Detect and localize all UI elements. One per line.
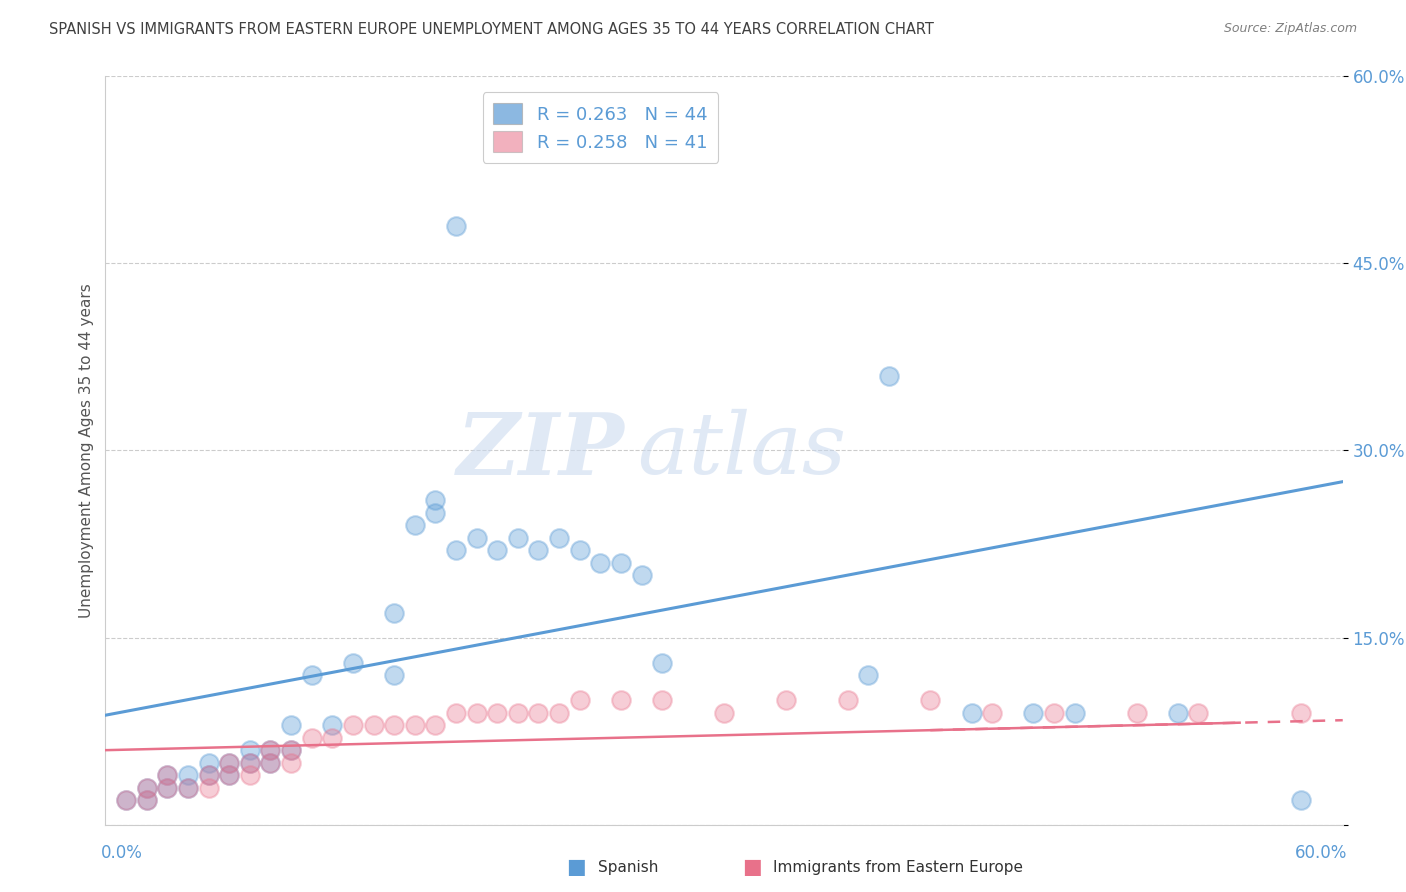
Point <box>259 756 281 770</box>
Point <box>506 706 529 720</box>
Point <box>156 768 179 782</box>
Point <box>197 780 219 795</box>
Point <box>651 656 673 670</box>
Point <box>239 743 262 757</box>
Point <box>382 668 405 682</box>
Point <box>218 756 240 770</box>
Text: Immigrants from Eastern Europe: Immigrants from Eastern Europe <box>773 860 1024 874</box>
Point <box>425 718 447 732</box>
Point <box>713 706 735 720</box>
Point <box>589 556 612 570</box>
Point <box>486 706 509 720</box>
Point <box>404 518 426 533</box>
Point <box>177 780 200 795</box>
Point <box>486 543 509 558</box>
Point <box>425 506 447 520</box>
Point <box>444 543 467 558</box>
Point <box>877 368 900 383</box>
Point <box>342 656 364 670</box>
Text: 0.0%: 0.0% <box>101 844 143 862</box>
Point <box>444 706 467 720</box>
Point <box>280 718 302 732</box>
Point <box>527 706 550 720</box>
Point <box>280 743 302 757</box>
Point <box>321 718 343 732</box>
Point <box>197 768 219 782</box>
Point <box>135 780 157 795</box>
Point <box>506 531 529 545</box>
Text: 60.0%: 60.0% <box>1295 844 1347 862</box>
Point <box>1187 706 1209 720</box>
Point <box>1022 706 1045 720</box>
Point <box>115 793 138 807</box>
Point <box>960 706 983 720</box>
Point <box>1291 793 1313 807</box>
Point <box>135 793 157 807</box>
Point <box>465 706 488 720</box>
Point <box>135 780 157 795</box>
Point <box>404 718 426 732</box>
Text: ■: ■ <box>567 857 586 877</box>
Text: Spanish: Spanish <box>598 860 658 874</box>
Text: ZIP: ZIP <box>457 409 626 492</box>
Point <box>1167 706 1189 720</box>
Text: Source: ZipAtlas.com: Source: ZipAtlas.com <box>1223 22 1357 36</box>
Point <box>239 768 262 782</box>
Point <box>1063 706 1085 720</box>
Point <box>218 768 240 782</box>
Point <box>239 756 262 770</box>
Point <box>156 780 179 795</box>
Point <box>610 693 633 707</box>
Point <box>548 706 571 720</box>
Point <box>156 768 179 782</box>
Point <box>837 693 859 707</box>
Text: atlas: atlas <box>637 409 846 491</box>
Point <box>301 731 323 745</box>
Point <box>259 743 281 757</box>
Point <box>858 668 880 682</box>
Legend: R = 0.263   N = 44, R = 0.258   N = 41: R = 0.263 N = 44, R = 0.258 N = 41 <box>482 93 718 163</box>
Point <box>527 543 550 558</box>
Point <box>259 743 281 757</box>
Point <box>444 219 467 233</box>
Point <box>301 668 323 682</box>
Point <box>651 693 673 707</box>
Text: ■: ■ <box>742 857 762 877</box>
Point <box>630 568 652 582</box>
Point <box>382 718 405 732</box>
Point <box>239 756 262 770</box>
Point <box>197 756 219 770</box>
Point <box>465 531 488 545</box>
Point <box>775 693 797 707</box>
Point <box>1291 706 1313 720</box>
Point <box>218 756 240 770</box>
Point <box>981 706 1004 720</box>
Point <box>177 768 200 782</box>
Point <box>197 768 219 782</box>
Point <box>425 493 447 508</box>
Point <box>280 743 302 757</box>
Point <box>135 793 157 807</box>
Point <box>342 718 364 732</box>
Point <box>548 531 571 545</box>
Point <box>115 793 138 807</box>
Y-axis label: Unemployment Among Ages 35 to 44 years: Unemployment Among Ages 35 to 44 years <box>79 283 94 618</box>
Point <box>568 543 591 558</box>
Point <box>321 731 343 745</box>
Point <box>218 768 240 782</box>
Point <box>1125 706 1147 720</box>
Point <box>610 556 633 570</box>
Point <box>568 693 591 707</box>
Point <box>259 756 281 770</box>
Text: SPANISH VS IMMIGRANTS FROM EASTERN EUROPE UNEMPLOYMENT AMONG AGES 35 TO 44 YEARS: SPANISH VS IMMIGRANTS FROM EASTERN EUROP… <box>49 22 934 37</box>
Point <box>156 780 179 795</box>
Point <box>177 780 200 795</box>
Point <box>382 606 405 620</box>
Point <box>363 718 385 732</box>
Point <box>280 756 302 770</box>
Point <box>1043 706 1066 720</box>
Point <box>920 693 942 707</box>
